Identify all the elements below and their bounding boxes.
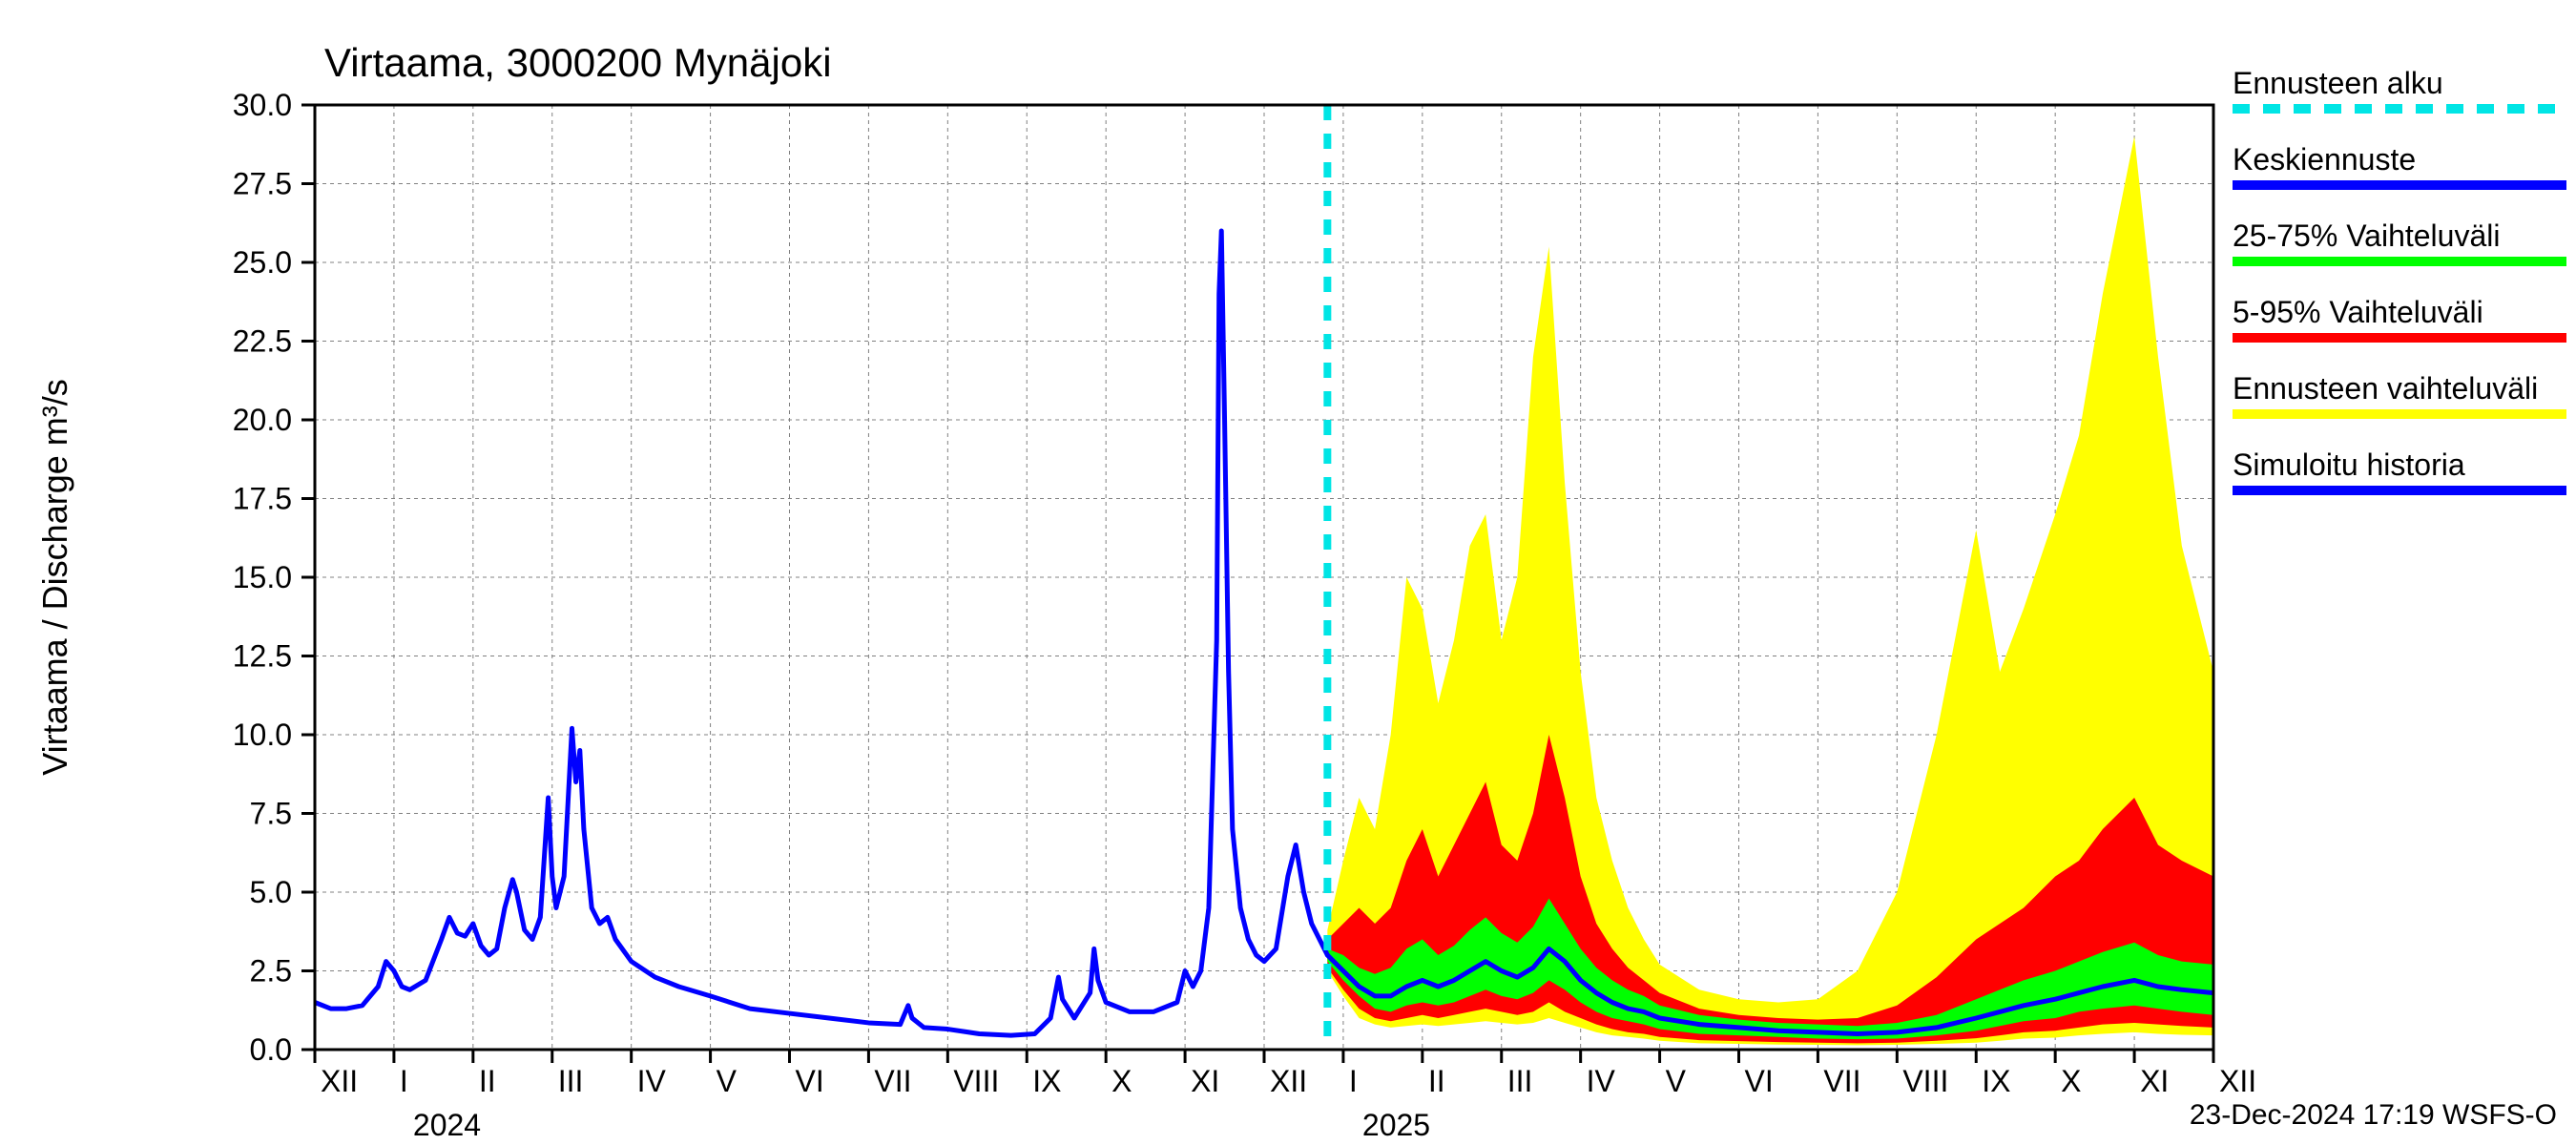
year-label: 2025 <box>1362 1108 1430 1142</box>
x-tick-label: I <box>1349 1064 1358 1098</box>
x-tick-label: III <box>1507 1064 1533 1098</box>
y-tick-label: 20.0 <box>233 403 292 437</box>
x-tick-label: IX <box>1982 1064 2010 1098</box>
legend-label: Ennusteen vaihteluväli <box>2233 371 2538 406</box>
x-tick-label: V <box>717 1064 737 1098</box>
chart-svg: 0.0 2.5 5.0 7.5 10.0 12.5 15.0 17.5 20.0 22.5 25.0… <box>0 0 2576 1145</box>
y-tick-label: 0.0 <box>250 1032 292 1067</box>
x-tick-label: III <box>558 1064 584 1098</box>
legend-label: Simuloitu historia <box>2233 448 2465 482</box>
y-tick-label: 10.0 <box>233 718 292 752</box>
x-tick-label: V <box>1666 1064 1687 1098</box>
x-tick-label: VI <box>796 1064 824 1098</box>
y-tick-label: 25.0 <box>233 245 292 280</box>
legend-label: 25-75% Vaihteluväli <box>2233 219 2500 253</box>
legend-label: Ennusteen alku <box>2233 66 2443 100</box>
x-tick-label: XI <box>1191 1064 1219 1098</box>
legend-label: Keskiennuste <box>2233 142 2416 177</box>
y-tick-label: 7.5 <box>250 797 292 831</box>
x-tick-label: IV <box>637 1064 667 1098</box>
y-tick-label: 12.5 <box>233 639 292 674</box>
x-tick-label: I <box>400 1064 408 1098</box>
x-tick-label: VI <box>1745 1064 1774 1098</box>
x-tick-label: II <box>479 1064 496 1098</box>
y-tick-label: 5.0 <box>250 875 292 909</box>
year-label: 2024 <box>413 1108 481 1142</box>
y-tick-label: 2.5 <box>250 954 292 989</box>
x-tick-label: VII <box>874 1064 911 1098</box>
x-tick-label: VIII <box>1902 1064 1948 1098</box>
x-tick-label: XII <box>321 1064 358 1098</box>
timestamp: 23-Dec-2024 17:19 WSFS-O <box>2190 1099 2557 1131</box>
y-tick-label: 30.0 <box>233 88 292 122</box>
chart-container: 0.0 2.5 5.0 7.5 10.0 12.5 15.0 17.5 20.0 22.5 25.0… <box>0 0 2576 1145</box>
y-axis-label: Virtaama / Discharge m³/s <box>35 379 74 775</box>
x-tick-label: XII <box>1270 1064 1307 1098</box>
legend-label: 5-95% Vaihteluväli <box>2233 295 2483 329</box>
chart-title: Virtaama, 3000200 Mynäjoki <box>324 40 832 85</box>
y-tick-label: 22.5 <box>233 324 292 359</box>
x-tick-label: VII <box>1823 1064 1860 1098</box>
y-tick-label: 15.0 <box>233 560 292 594</box>
x-tick-label: XII <box>2219 1064 2256 1098</box>
y-tick-label: 27.5 <box>233 167 292 201</box>
x-tick-label: VIII <box>953 1064 999 1098</box>
x-tick-label: X <box>1111 1064 1132 1098</box>
x-tick-label: IV <box>1587 1064 1616 1098</box>
x-tick-label: XI <box>2140 1064 2169 1098</box>
x-tick-label: IX <box>1032 1064 1061 1098</box>
y-tick-label: 17.5 <box>233 482 292 516</box>
x-tick-label: II <box>1428 1064 1445 1098</box>
x-tick-label: X <box>2061 1064 2081 1098</box>
